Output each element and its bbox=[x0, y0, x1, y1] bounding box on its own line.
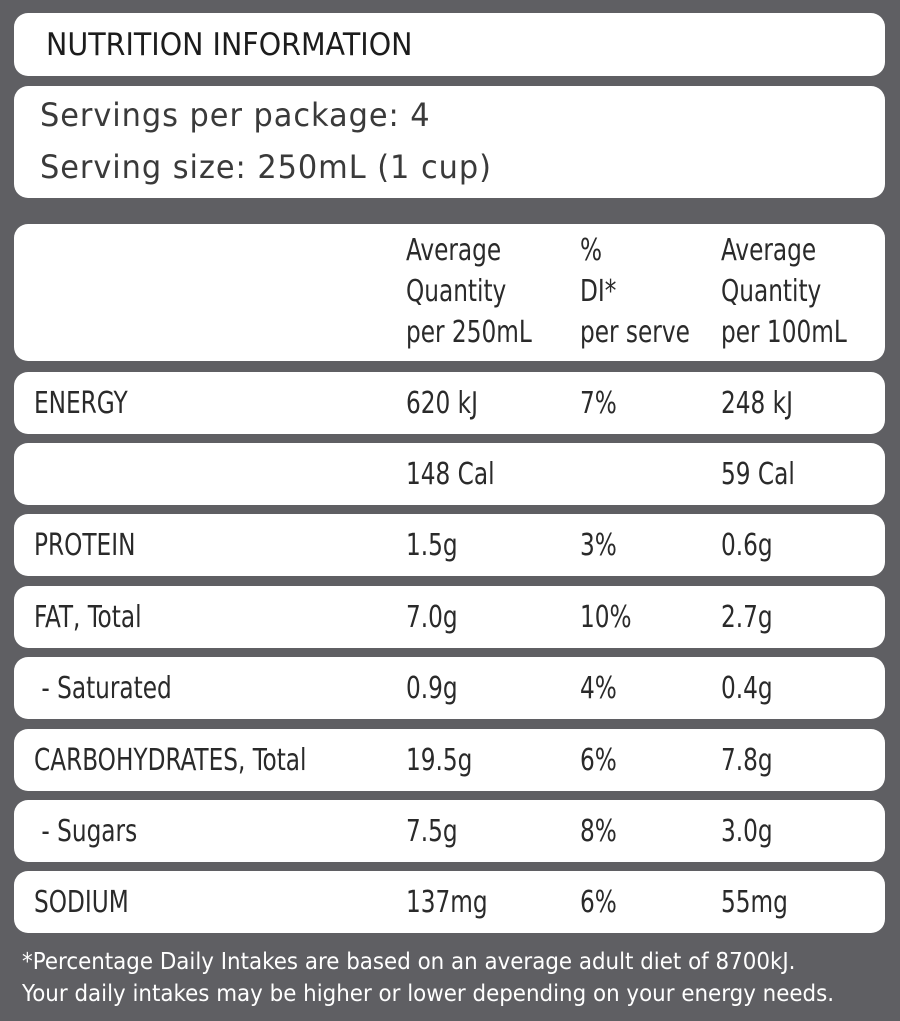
per-100-value: 248 kJ bbox=[721, 386, 793, 421]
servings-per-package: Servings per package: 4 bbox=[40, 96, 431, 134]
daily-intake-value: 8% bbox=[580, 814, 617, 849]
table-row: 148 Cal 59 Cal bbox=[14, 443, 885, 505]
header-per-100-line: Average bbox=[721, 233, 817, 268]
nutrient-name: - Sugars bbox=[34, 814, 138, 849]
per-serve-value: 7.0g bbox=[406, 600, 458, 635]
footnote-line: Your daily intakes may be higher or lowe… bbox=[22, 981, 835, 1007]
per-100-value: 2.7g bbox=[721, 600, 773, 635]
per-100-value: 7.8g bbox=[721, 743, 773, 778]
table-header: Average Quantity per 250mL % DI* per ser… bbox=[14, 224, 885, 361]
table-row: ENERGY 620 kJ 7% 248 kJ bbox=[14, 372, 885, 434]
header-di: % DI* per serve bbox=[580, 230, 690, 353]
footnote: *Percentage Daily Intakes are based on a… bbox=[22, 946, 840, 1010]
per-serve-value: 148 Cal bbox=[406, 457, 495, 492]
nutrient-name: ENERGY bbox=[34, 386, 128, 421]
header-di-line: per serve bbox=[580, 315, 690, 350]
table-row: - Sugars 7.5g 8% 3.0g bbox=[14, 800, 885, 862]
header-per-serve-line: Quantity bbox=[406, 274, 507, 309]
daily-intake-value: 6% bbox=[580, 885, 617, 920]
per-100-value: 0.6g bbox=[721, 528, 773, 563]
per-serve-value: 1.5g bbox=[406, 528, 458, 563]
table-row: FAT, Total 7.0g 10% 2.7g bbox=[14, 586, 885, 648]
per-serve-value: 19.5g bbox=[406, 743, 473, 778]
page-title: NUTRITION INFORMATION bbox=[46, 27, 413, 63]
per-100-value: 55mg bbox=[721, 885, 788, 920]
per-serve-value: 137mg bbox=[406, 885, 488, 920]
nutrient-name: PROTEIN bbox=[34, 528, 136, 563]
table-row: - Saturated 0.9g 4% 0.4g bbox=[14, 657, 885, 719]
per-serve-value: 7.5g bbox=[406, 814, 458, 849]
nutrient-name: - Saturated bbox=[34, 671, 172, 706]
header-per-100: Average Quantity per 100mL bbox=[721, 230, 847, 353]
per-100-value: 59 Cal bbox=[721, 457, 795, 492]
header-per-serve: Average Quantity per 250mL bbox=[406, 230, 532, 353]
serving-size: Serving size: 250mL (1 cup) bbox=[40, 148, 492, 186]
nutrient-name: SODIUM bbox=[34, 885, 129, 920]
header-di-line: DI* bbox=[580, 274, 617, 309]
daily-intake-value: 4% bbox=[580, 671, 617, 706]
daily-intake-value: 10% bbox=[580, 600, 632, 635]
nutrient-name: FAT, Total bbox=[34, 600, 142, 635]
header-per-serve-line: per 250mL bbox=[406, 315, 532, 350]
nutrient-name: CARBOHYDRATES, Total bbox=[34, 743, 307, 778]
per-100-value: 3.0g bbox=[721, 814, 773, 849]
footnote-line: *Percentage Daily Intakes are based on a… bbox=[22, 949, 796, 975]
serving-panel: Servings per package: 4 Serving size: 25… bbox=[14, 86, 885, 198]
header-di-line: % bbox=[580, 233, 603, 268]
title-panel: NUTRITION INFORMATION bbox=[14, 13, 885, 76]
per-100-value: 0.4g bbox=[721, 671, 773, 706]
daily-intake-value: 7% bbox=[580, 386, 617, 421]
header-per-100-line: per 100mL bbox=[721, 315, 847, 350]
per-serve-value: 0.9g bbox=[406, 671, 458, 706]
header-per-serve-line: Average bbox=[406, 233, 502, 268]
table-row: SODIUM 137mg 6% 55mg bbox=[14, 871, 885, 933]
header-per-100-line: Quantity bbox=[721, 274, 822, 309]
table-row: PROTEIN 1.5g 3% 0.6g bbox=[14, 514, 885, 576]
daily-intake-value: 3% bbox=[580, 528, 617, 563]
daily-intake-value: 6% bbox=[580, 743, 617, 778]
table-row: CARBOHYDRATES, Total 19.5g 6% 7.8g bbox=[14, 729, 885, 791]
per-serve-value: 620 kJ bbox=[406, 386, 478, 421]
